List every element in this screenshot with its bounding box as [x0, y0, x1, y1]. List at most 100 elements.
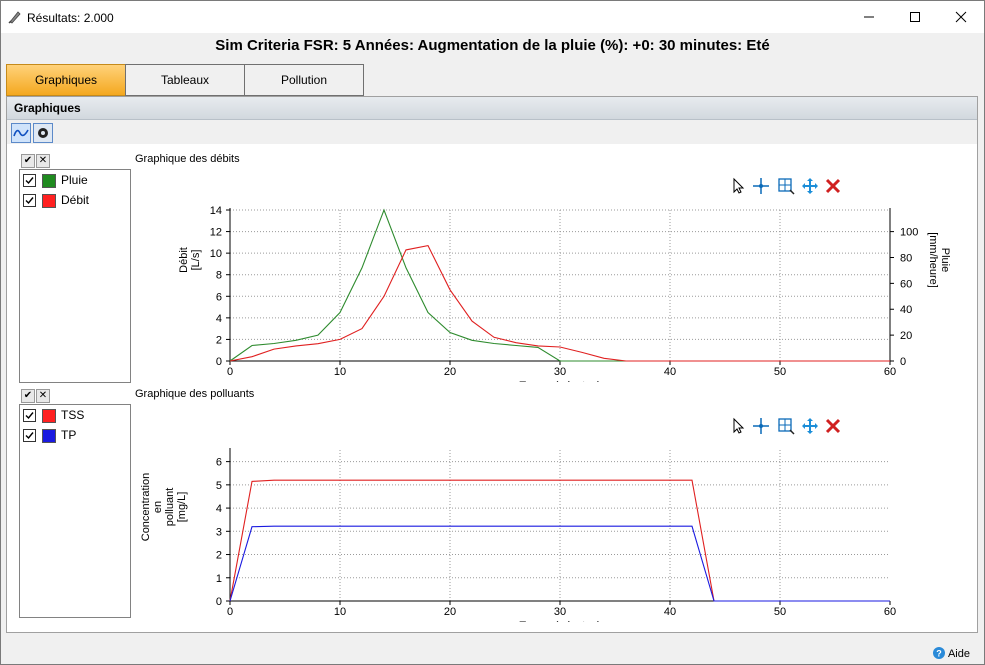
- series-line-tp: [229, 525, 890, 602]
- pointer-icon[interactable]: [730, 177, 746, 195]
- y-tick-label: 4: [216, 503, 222, 515]
- x-tick-label: 60: [884, 606, 896, 618]
- y-tick-label: 10: [210, 248, 222, 260]
- legend2-check-all-button[interactable]: ✔: [21, 389, 35, 403]
- chart2-title: Graphique des polluants: [135, 388, 255, 400]
- y-axis-label: Débit[L/s]: [178, 247, 202, 273]
- chart-toolbar: [7, 120, 977, 144]
- zoom-icon[interactable]: [777, 417, 795, 435]
- help-link[interactable]: ? Aide: [932, 646, 970, 660]
- chart2-plot: 0 10 20 30 40 50 60 0 1 2 3 4 5 6 Temps (minutes) Conce…: [140, 448, 896, 622]
- y-axis-label-line: Débit: [178, 247, 190, 273]
- x-axis-label: Temps (minutes): [519, 620, 600, 622]
- y-axis-label-line: polluant: [164, 488, 176, 527]
- y-tick-label: 5: [216, 480, 222, 492]
- delete-icon[interactable]: [825, 417, 841, 435]
- simulation-subtitle: Sim Criteria FSR: 5 Années: Augmentation…: [215, 37, 770, 54]
- y-tick-label: 4: [216, 313, 222, 325]
- legend2-item-tss[interactable]: TSS: [23, 407, 123, 423]
- y-tick-label: 2: [216, 550, 222, 562]
- minimize-icon: [864, 16, 874, 17]
- legend2-label-tp: TP: [61, 428, 77, 442]
- settings-icon: [38, 128, 48, 138]
- tab-tableaux[interactable]: Tableaux: [125, 64, 245, 96]
- legend2-panel: TSS TP: [19, 404, 131, 618]
- x-tick-label: 10: [334, 366, 346, 378]
- chart1-title: Graphique des débits: [135, 153, 240, 165]
- maximize-button[interactable]: [892, 1, 938, 32]
- legend2-label-tss: TSS: [61, 408, 85, 422]
- y-tick-label: 3: [216, 526, 222, 538]
- legend2-checkbox-tp[interactable]: [23, 429, 36, 442]
- legend2-checkbox-tss[interactable]: [23, 409, 36, 422]
- legend2-swatch-tp: [42, 429, 56, 443]
- legend1-label-debit: Débit: [61, 193, 90, 207]
- legend1-checkbox-pluie[interactable]: [23, 174, 36, 187]
- series-line-pluie: [229, 208, 890, 362]
- section-header: Graphiques: [7, 97, 977, 120]
- y2-tick-label: 0: [900, 356, 906, 368]
- y2-axis-label-line: Pluie: [939, 248, 951, 272]
- title-bar: Résultats: 2.000: [1, 1, 984, 33]
- crosshair-icon[interactable]: [752, 177, 770, 195]
- pointer-icon[interactable]: [730, 417, 746, 435]
- pan-icon[interactable]: [801, 177, 819, 195]
- section-title: Graphiques: [14, 101, 81, 115]
- x-tick-label: 0: [227, 606, 233, 618]
- help-label: Aide: [947, 648, 970, 660]
- legend1-check-all-button[interactable]: ✔: [21, 154, 35, 168]
- y2-axis-label: Pluie[mm/heure]: [927, 232, 951, 288]
- x-tick-label: 20: [444, 366, 456, 378]
- legend1-item-debit[interactable]: Débit: [23, 192, 123, 208]
- x-axis-label: Temps (minutes): [519, 380, 600, 382]
- chart2-tools: [730, 417, 841, 435]
- pan-icon[interactable]: [801, 417, 819, 435]
- y-axis-label: Concentrationenpolluant[mg/L]: [140, 473, 188, 542]
- check-icon: [25, 432, 34, 440]
- minimize-button[interactable]: [846, 1, 892, 32]
- close-button[interactable]: [938, 1, 984, 32]
- y-axis-label-line: en: [152, 501, 164, 513]
- maximize-icon: [910, 11, 920, 22]
- check-icon: [25, 412, 34, 420]
- y2-tick-label: 100: [900, 227, 918, 239]
- check-icon: [25, 197, 34, 205]
- legend1-checkbox-debit[interactable]: [23, 194, 36, 207]
- app-icon: [8, 11, 21, 24]
- check-icon: [25, 177, 34, 185]
- x-tick-label: 40: [664, 606, 676, 618]
- tab-graphiques[interactable]: Graphiques: [6, 64, 126, 96]
- x-tick-label: 30: [554, 606, 566, 618]
- close-icon: [955, 11, 967, 22]
- y2-tick-label: 40: [900, 304, 912, 316]
- y-tick-label: 12: [210, 227, 222, 239]
- legend1-label-pluie: Pluie: [61, 173, 88, 187]
- y-tick-label: 6: [216, 457, 222, 469]
- crosshair-icon[interactable]: [752, 417, 770, 435]
- legend2-item-tp[interactable]: TP: [23, 427, 123, 443]
- tab-content: Graphiques ✔ ✕ Pluie: [6, 96, 978, 633]
- delete-icon[interactable]: [825, 177, 841, 195]
- y-tick-label: 0: [216, 356, 222, 368]
- chart-line-icon: [13, 129, 29, 137]
- y-tick-label: 6: [216, 291, 222, 303]
- legend1-uncheck-all-button[interactable]: ✕: [36, 154, 50, 168]
- legend2-uncheck-all-button[interactable]: ✕: [36, 389, 50, 403]
- tab-pollution[interactable]: Pollution: [244, 64, 364, 96]
- y-tick-label: 2: [216, 334, 222, 346]
- y-tick-label: 1: [216, 573, 222, 585]
- legend1-item-pluie[interactable]: Pluie: [23, 172, 123, 188]
- legend1-panel: Pluie Débit: [19, 169, 131, 383]
- x-tick-label: 10: [334, 606, 346, 618]
- y2-tick-label: 20: [900, 330, 912, 342]
- chart1-tools: [730, 177, 841, 195]
- zoom-icon[interactable]: [777, 177, 795, 195]
- svg-text:?: ?: [936, 649, 942, 659]
- window-title: Résultats: 2.000: [27, 11, 114, 25]
- settings-button[interactable]: [33, 123, 53, 143]
- chart-line-button[interactable]: [11, 123, 31, 143]
- y-tick-label: 0: [216, 596, 222, 608]
- y2-axis-label-line: [mm/heure]: [927, 232, 939, 288]
- chart1-plot: 0 10 20 30 40 50 60 0 2 4 6 8 10 12 14 0 20 40 60 80 100 Temp…: [178, 205, 951, 382]
